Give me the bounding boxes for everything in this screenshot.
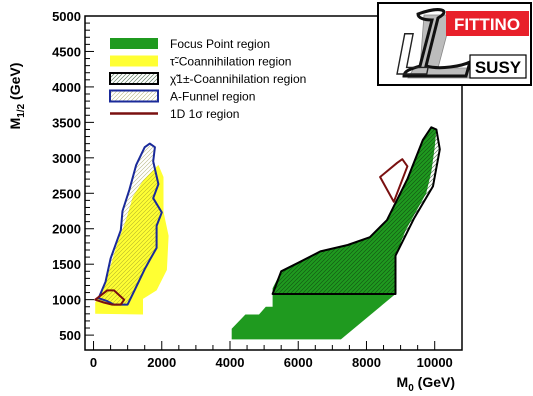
y-tick-label: 4000 (52, 80, 81, 95)
x-tick-label: 4000 (216, 355, 245, 370)
y-axis-title-main: M (7, 118, 23, 130)
y-axis-title-unit: (GeV) (7, 63, 23, 104)
legend: Focus Point region τ̃-Coannihilation regi… (109, 37, 306, 121)
legend-swatch-outline-blue (109, 89, 159, 103)
x-axis-title-unit: (GeV) (414, 374, 455, 390)
logo-fittino-banner (446, 11, 529, 36)
region-outline-darkred-2 (379, 158, 409, 203)
logo-l-swoosh (402, 8, 473, 78)
logo-susy-text: SUSY (475, 58, 522, 77)
legend-swatch-fill-green (110, 38, 158, 49)
x-axis-title-main: M (397, 374, 409, 390)
legend-swatch-fill-yellow (110, 55, 158, 67)
logo-susy-box (469, 54, 527, 79)
legend-label: 1D 1σ region (170, 107, 239, 121)
x-tick-label: 8000 (352, 355, 381, 370)
legend-label: χ̃1±-Coannihilation region (170, 72, 306, 86)
legend-label: Focus Point region (170, 37, 270, 51)
y-tick-label: 4500 (52, 44, 81, 59)
y-tick-label: 3000 (52, 151, 81, 166)
y-tick-label: 2000 (52, 222, 81, 237)
plot-frame (84, 15, 463, 351)
logo-fittino-text: FITTINO (454, 15, 520, 34)
region-hatch-black-1 (271, 126, 441, 295)
x-tick-label: 0 (90, 355, 97, 370)
y-axis-title-sub: 1/2 (16, 103, 27, 117)
y-tick-label: 500 (59, 328, 81, 343)
legend-label: τ̃-Coannihilation region (170, 55, 291, 69)
y-tick-label: 1500 (52, 257, 81, 272)
fittino-logo: L FITTINO SUSY (377, 2, 532, 88)
legend-swatch-hatch-black (109, 72, 159, 85)
x-axis-title: M0 (GeV) (397, 374, 455, 394)
x-tick-label: 10000 (417, 355, 453, 370)
x-tick-label: 6000 (284, 355, 313, 370)
region-outline-blue-1 (97, 142, 163, 306)
x-tick-label: 2000 (147, 355, 176, 370)
legend-label: A-Funnel region (170, 90, 255, 104)
x-axis-title-sub: 0 (408, 383, 414, 394)
y-tick-label: 5000 (52, 9, 81, 24)
y-axis-title: M1/2 (GeV) (7, 63, 27, 130)
region-outline-darkred-1 (94, 289, 126, 306)
y-tick-label: 1000 (52, 293, 81, 308)
y-tick-label: 3500 (52, 115, 81, 130)
y-tick-label: 2500 (52, 186, 81, 201)
logo-l-letter: L (396, 22, 431, 87)
